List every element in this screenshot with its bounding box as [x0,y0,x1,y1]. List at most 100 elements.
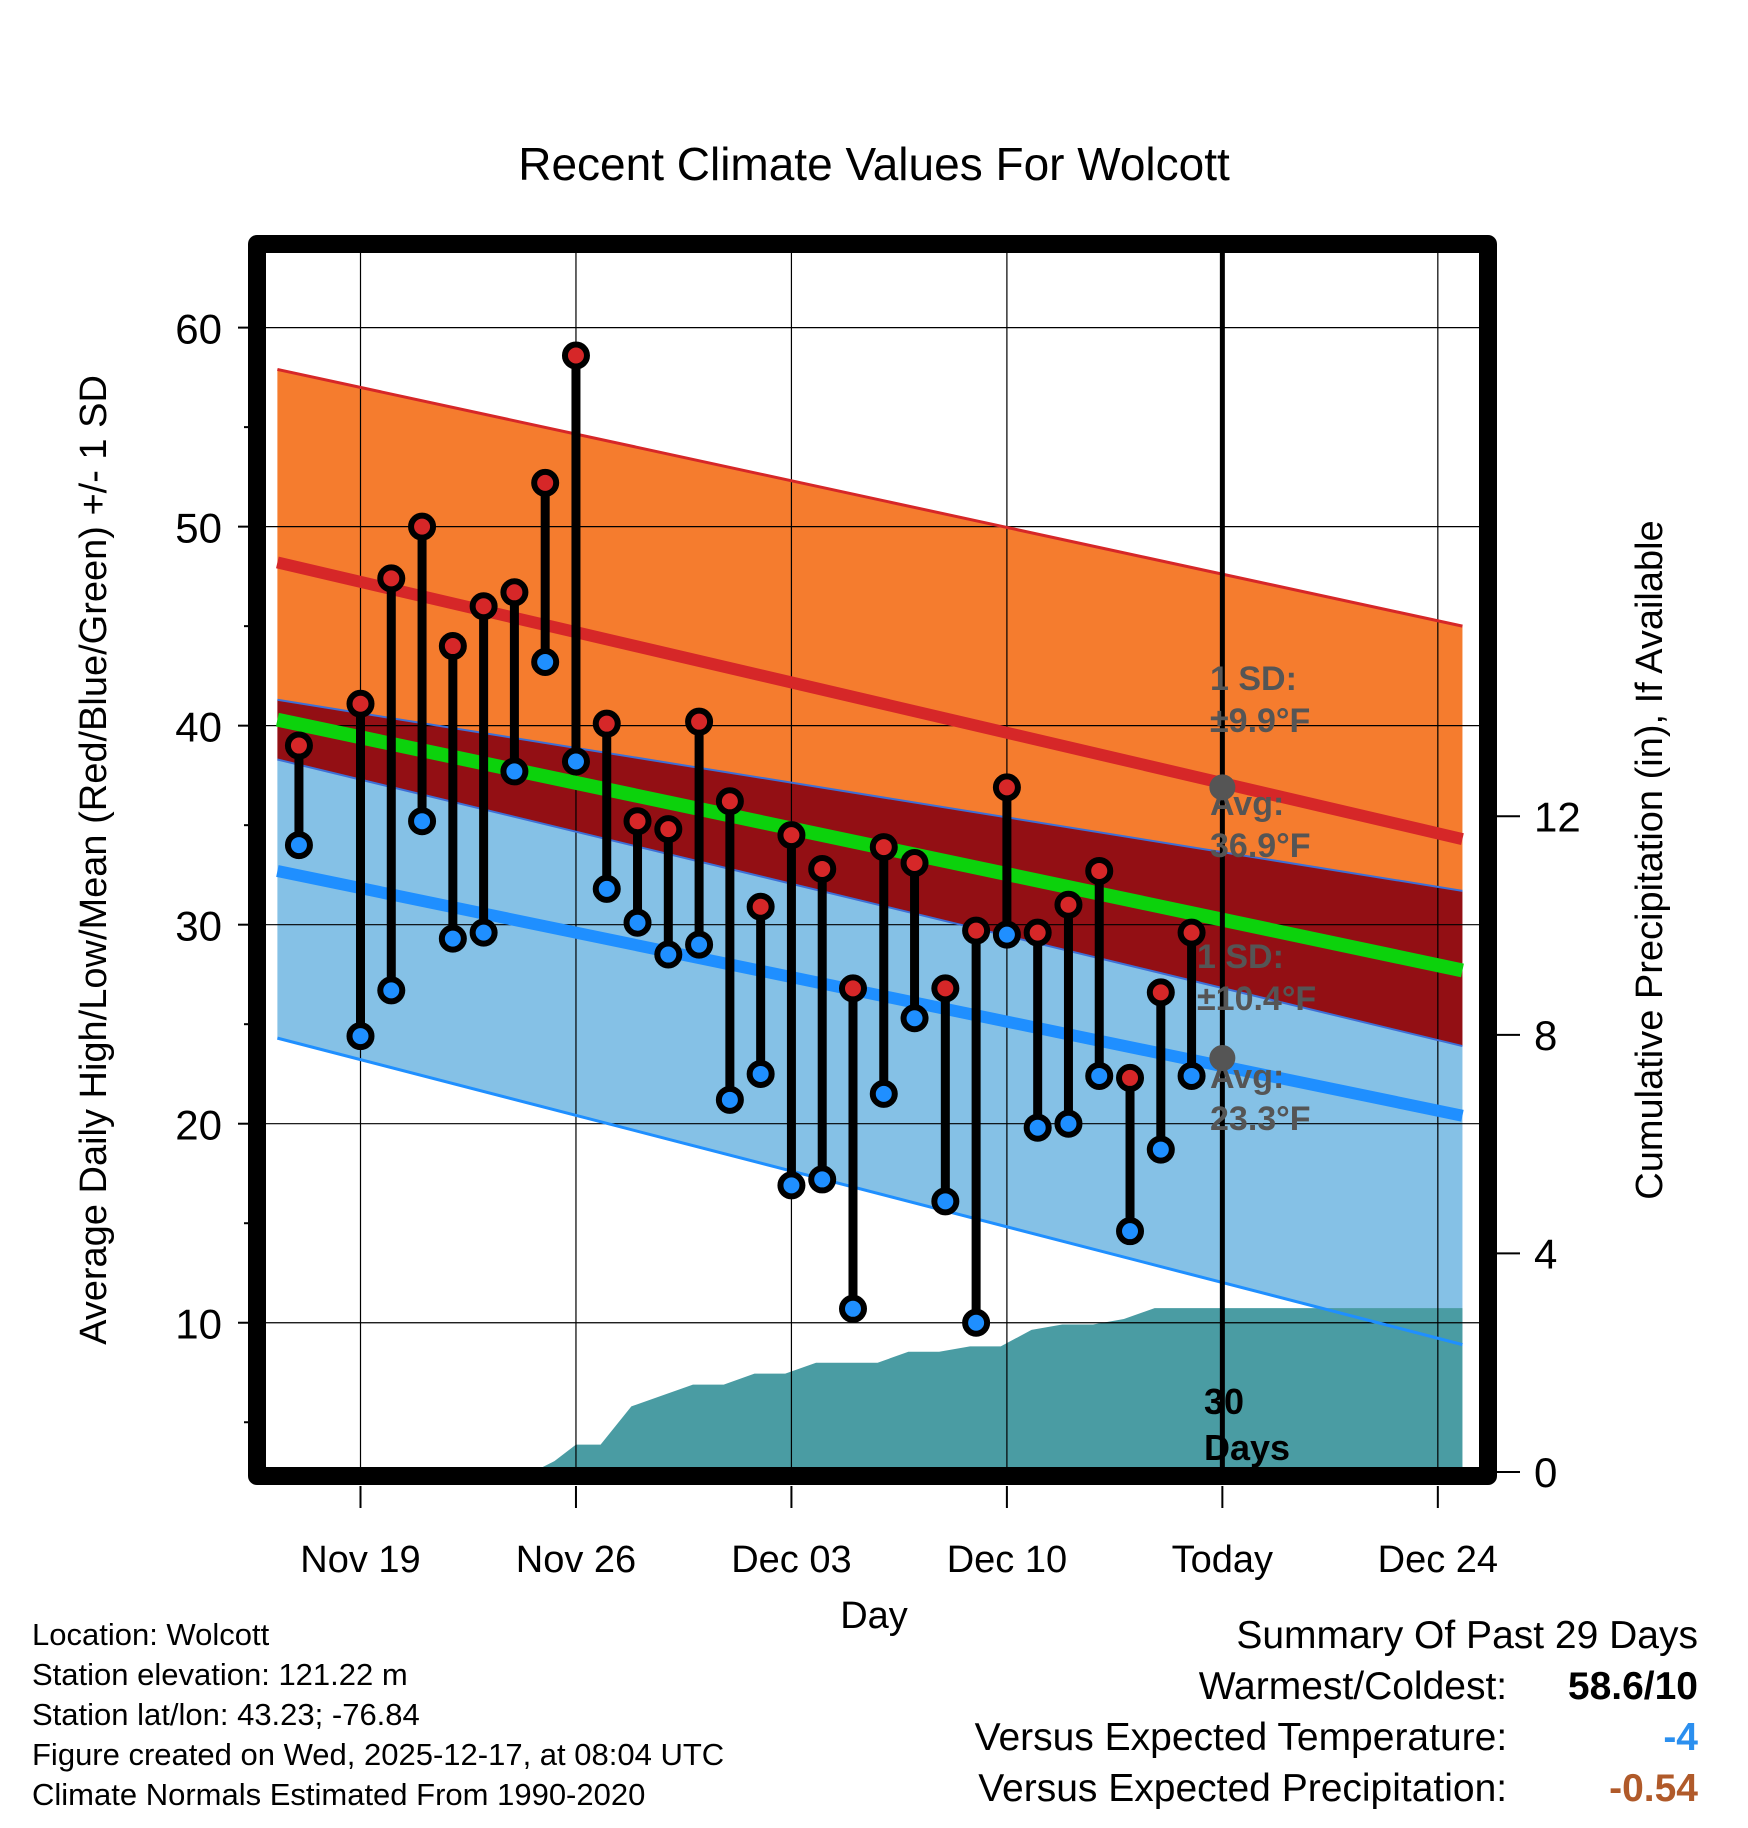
high-lower-line [277,698,1463,892]
daily-high-point [623,807,652,836]
daily-low-point [654,940,683,969]
daily-high-point [346,689,375,718]
y-tick-label: 40 [175,704,222,751]
y2-tick-label: 4 [1534,1230,1557,1277]
warmest-label: Warmest/Coldest: [1198,1665,1508,1708]
daily-low-point [623,908,652,937]
daily-low-point [592,874,621,903]
high-sd-annotation: ±9.9°F [1210,702,1310,740]
daily-high-point [1116,1063,1145,1092]
daily-low-point [284,831,313,860]
daily-low-point [900,1004,929,1033]
y-tick-label: 20 [175,1102,222,1149]
summary-temp-row: Versus Expected Temperature: -4 [975,1712,1698,1763]
warmest-value: 58.6/10 [1567,1665,1698,1708]
daily-low-point [1054,1109,1083,1138]
y-tick-label: 30 [175,903,222,950]
daily-high-point [869,833,898,862]
daily-low-point [1146,1135,1175,1164]
daily-low-point [992,920,1021,949]
x-tick-label: Dec 10 [947,1539,1067,1581]
daily-high-point [531,468,560,497]
daily-low-point [1116,1217,1145,1246]
normals-markers [1209,774,1236,1072]
elevation-text: Station elevation: 121.22 m [32,1657,408,1692]
daily-high-point [746,892,775,921]
high-sd-annotation: 1 SD: [1210,660,1297,698]
low-sd-annotation: ±10.4°F [1197,980,1316,1018]
daily-high-point [438,632,467,661]
daily-high-point [931,974,960,1003]
daily-bars [284,341,1206,1337]
daily-low-point [1023,1113,1052,1142]
daily-low-point [838,1294,867,1323]
daily-low-point [931,1187,960,1216]
x-tick-label: Dec 24 [1378,1539,1498,1581]
summary-precip-row: Versus Expected Precipitation: -0.54 [975,1763,1698,1814]
daily-low-point [715,1085,744,1114]
location-text: Location: Wolcott [32,1617,270,1652]
temp-value: -4 [1663,1716,1698,1759]
normals-text: Climate Normals Estimated From 1990-2020 [32,1777,646,1812]
low-avg-annotation: Avg: [1210,1058,1284,1096]
precip-area [277,1308,1463,1472]
daily-low-point [685,930,714,959]
y2-axis-label: Cumulative Precipitation (in), If Availa… [1629,520,1671,1199]
daily-low-point [377,976,406,1005]
low-upper-line [277,758,1463,1048]
y-tick-label: 60 [175,306,222,353]
daily-high-point [838,974,867,1003]
high-upper-line [277,367,1463,628]
precip-value: -0.54 [1609,1767,1698,1810]
x-tick-label: Nov 26 [516,1539,636,1581]
y2-tick-label: 0 [1534,1449,1557,1496]
latlon-text: Station lat/lon: 43.23; -76.84 [32,1697,420,1732]
daily-low-point [808,1165,837,1194]
daily-high-point [1085,856,1114,885]
daily-high-point [377,564,406,593]
window-annotation: 30 [1204,1381,1244,1422]
daily-high-point [654,815,683,844]
daily-low-point [531,647,560,676]
daily-low-point [500,757,529,786]
low-lower-line [277,1036,1463,1347]
axis-ticks [238,326,1520,1508]
x-tick-label: Today [1172,1539,1273,1581]
daily-low-point [408,807,437,836]
x-tick-label: Dec 03 [731,1539,851,1581]
high-avg-annotation: Avg: [1210,785,1284,823]
low-avg-annotation: 23.3°F [1210,1100,1311,1138]
daily-low-point [1177,1061,1206,1090]
daily-high-point [715,787,744,816]
daily-low-point [438,924,467,953]
daily-high-point [992,773,1021,802]
daily-high-point [808,854,837,883]
summary-warmest-row: Warmest/Coldest: 58.6/10 [975,1661,1698,1712]
daily-high-point [469,592,498,621]
daily-low-point [869,1079,898,1108]
y-axis-label: Average Daily High/Low/Mean (Red/Blue/Gr… [73,375,115,1345]
daily-low-point [962,1308,991,1337]
axis-labels: 10 20 30 40 50 60 0 4 8 12 Nov 19 Nov 26 Dec 03 Dec 1… [175,306,1580,1581]
low-mean-line [276,865,1464,1122]
created-text: Figure created on Wed, 2025-12-17, at 08… [32,1737,725,1772]
daily-low-point [561,747,590,776]
window-annotation: Days [1204,1427,1290,1468]
daily-high-point [1054,890,1083,919]
daily-high-point [561,341,590,370]
temp-label: Versus Expected Temperature: [974,1716,1508,1759]
x-tick-label: Nov 19 [300,1539,420,1581]
high-normal-marker [1209,774,1236,801]
y2-tick-label: 12 [1534,793,1581,840]
low-normal-marker [1209,1045,1236,1072]
daily-high-point [1177,918,1206,947]
daily-low-point [346,1022,375,1051]
low-sd-annotation: 1 SD: [1197,938,1284,976]
daily-high-point [408,512,437,541]
x-axis-label: Day [840,1595,908,1637]
y2-tick-label: 8 [1534,1012,1557,1059]
daily-high-point [685,707,714,736]
daily-high-point [900,848,929,877]
daily-low-point [746,1059,775,1088]
